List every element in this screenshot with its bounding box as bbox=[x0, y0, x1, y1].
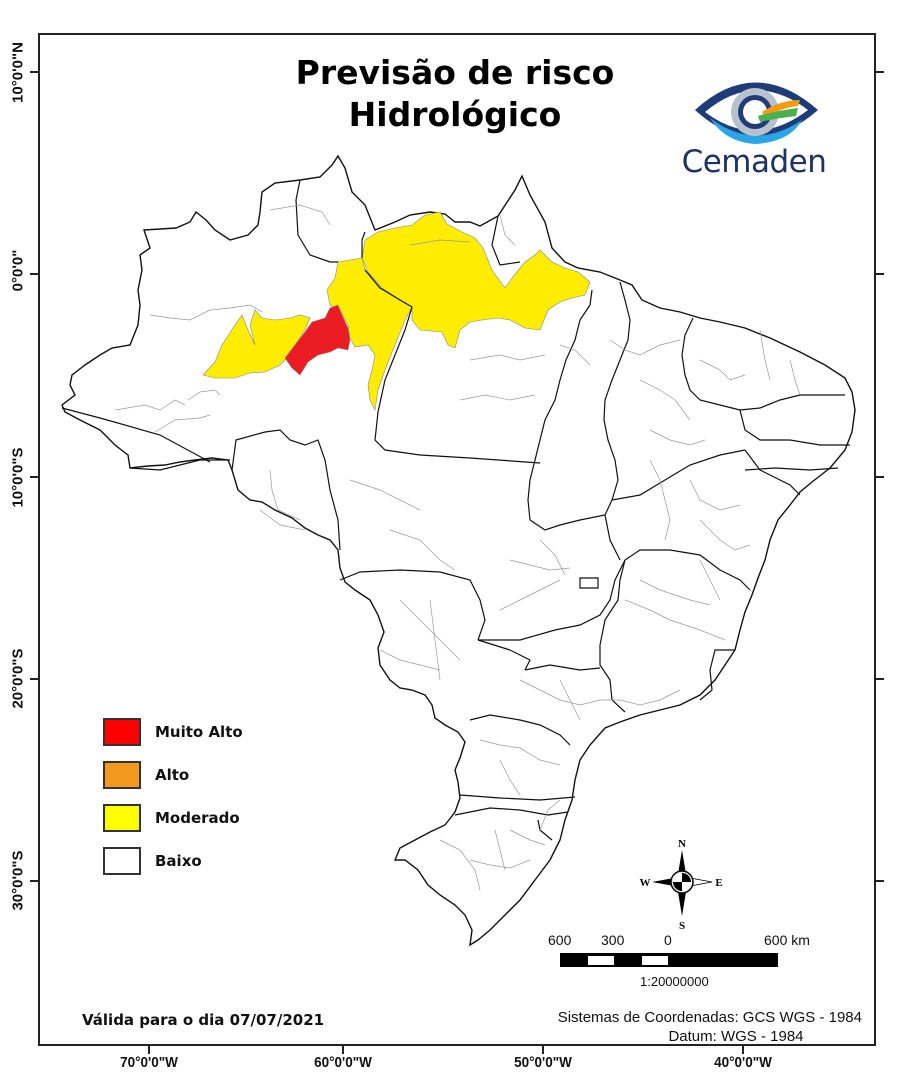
map-frame bbox=[38, 33, 876, 1046]
lat-tick-10n bbox=[30, 71, 38, 73]
risk-region-moderado-north bbox=[361, 211, 591, 349]
lon-tick-40w bbox=[742, 1046, 744, 1054]
lat-tick-0 bbox=[30, 273, 38, 275]
legend-item-baixo: Baixo bbox=[103, 839, 243, 882]
coordinate-info: Sistemas de Coordenadas: GCS WGS - 1984 … bbox=[480, 1008, 862, 1046]
compass-rose-icon: N S W E bbox=[640, 838, 723, 930]
title-line-2: Hidrológico bbox=[348, 95, 562, 134]
legend-swatch-alto bbox=[103, 760, 141, 789]
scale-bar bbox=[560, 953, 778, 967]
scale-bar-segment bbox=[642, 956, 668, 965]
legend-item-moderado: Moderado bbox=[103, 796, 243, 839]
lat-tick-20s bbox=[30, 678, 38, 680]
legend-label: Moderado bbox=[155, 808, 240, 827]
state-borders bbox=[61, 179, 850, 841]
risk-region-moderado-west bbox=[202, 309, 311, 379]
map-title: Previsão de risco Hidrológico bbox=[240, 52, 670, 136]
cemaden-logo-icon bbox=[695, 82, 818, 144]
title-line-1: Previsão de risco bbox=[295, 53, 615, 92]
lon-label-40w: 40°0'0"W bbox=[714, 1054, 772, 1071]
legend-swatch-moderado bbox=[103, 803, 141, 832]
lat-tick-right-0 bbox=[876, 273, 884, 275]
lon-label-70w: 70°0'0"W bbox=[120, 1054, 178, 1071]
lon-tick-70w bbox=[148, 1046, 150, 1054]
compass-n: N bbox=[678, 838, 686, 850]
compass-s: S bbox=[679, 920, 685, 930]
valid-date: Válida para o dia 07/07/2021 bbox=[82, 1011, 325, 1029]
legend-label: Baixo bbox=[155, 851, 202, 870]
lat-tick-right-10s bbox=[876, 476, 884, 478]
scale-bar-segment bbox=[588, 956, 614, 965]
legend-swatch-muito-alto bbox=[103, 717, 141, 746]
risk-region-moderado-central bbox=[326, 257, 413, 411]
legend-item-muito-alto: Muito Alto bbox=[103, 710, 243, 753]
legend: Muito Alto Alto Moderado Baixo bbox=[103, 710, 243, 882]
scale-label-300: 300 bbox=[601, 932, 625, 948]
scale-label-0: 0 bbox=[664, 932, 672, 948]
lon-tick-50w bbox=[542, 1046, 544, 1054]
coordinate-system: Sistemas de Coordenadas: GCS WGS - 1984 bbox=[557, 1009, 862, 1026]
lat-tick-right-10n bbox=[876, 71, 884, 73]
legend-label: Muito Alto bbox=[155, 722, 243, 741]
legend-swatch-baixo bbox=[103, 846, 141, 875]
lon-tick-60w bbox=[342, 1046, 344, 1054]
risk-region-muito-alto bbox=[284, 304, 351, 376]
lon-label-50w: 50°0'0"W bbox=[514, 1054, 572, 1071]
lat-tick-30s bbox=[30, 880, 38, 882]
compass-w: W bbox=[640, 877, 651, 889]
scale-ratio: 1:20000000 bbox=[640, 974, 709, 989]
compass-e: E bbox=[715, 877, 722, 889]
cemaden-logo-text: Cemaden bbox=[681, 144, 827, 180]
lat-tick-right-20s bbox=[876, 678, 884, 680]
lat-tick-10s bbox=[30, 476, 38, 478]
scale-label-600-right: 600 km bbox=[764, 932, 810, 948]
datum: Datum: WGS - 1984 bbox=[668, 1028, 804, 1045]
region-borders bbox=[114, 204, 801, 891]
lon-label-60w: 60°0'0"W bbox=[314, 1054, 372, 1071]
legend-item-alto: Alto bbox=[103, 753, 243, 796]
scale-label-600-left: 600 bbox=[548, 932, 572, 948]
legend-label: Alto bbox=[155, 765, 190, 784]
lat-tick-right-30s bbox=[876, 880, 884, 882]
